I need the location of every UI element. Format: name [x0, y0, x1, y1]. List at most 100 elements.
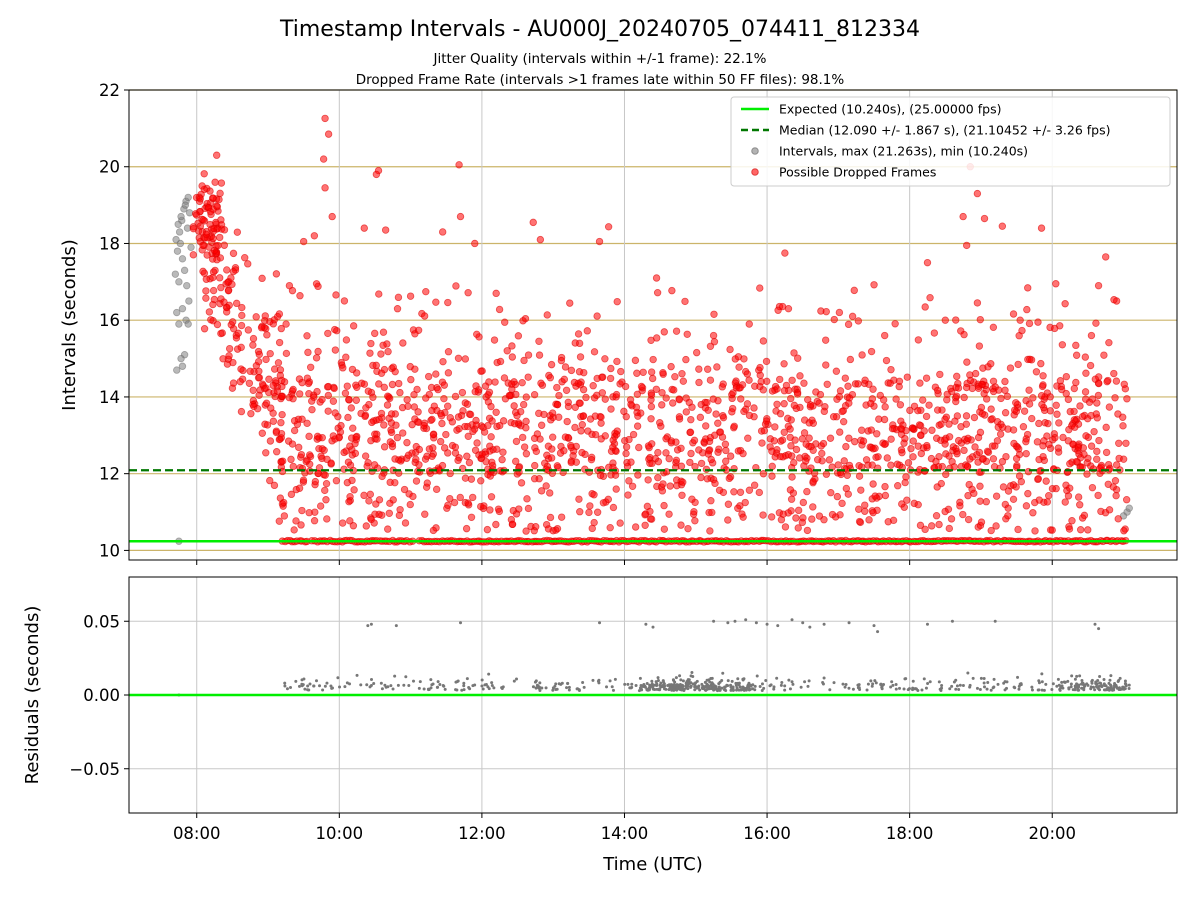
legend-intervals-label: Intervals, max (21.263s), min (10.240s) — [779, 144, 1028, 159]
residual-point — [596, 679, 600, 683]
residual-point — [1040, 680, 1044, 684]
dropped-frame-point — [282, 349, 291, 358]
residual-point — [1115, 686, 1119, 690]
dropped-frame-point — [263, 421, 272, 429]
dropped-frame-point — [1001, 386, 1009, 394]
dropped-frame-point — [759, 386, 767, 394]
dropped-frame-point — [909, 453, 917, 461]
interval-point — [180, 266, 189, 275]
dropped-frame-point — [677, 521, 685, 529]
dropped-frame-point — [861, 501, 869, 509]
residual-point — [735, 681, 739, 685]
dropped-frame-point — [647, 415, 655, 423]
dropped-frame-point — [660, 501, 668, 510]
residual-point — [630, 682, 634, 686]
residual-point — [726, 684, 730, 688]
dropped-frame-point — [1081, 353, 1090, 361]
residual-point — [531, 685, 535, 689]
dropped-frame-point — [786, 425, 794, 433]
dropped-frame-point — [498, 455, 506, 464]
dropped-frame-point — [1114, 515, 1122, 523]
interval-point — [173, 366, 181, 374]
dropped-frame-point — [587, 455, 596, 464]
dropped-frame-point — [299, 237, 308, 246]
dropped-frame-point — [290, 426, 299, 435]
dropped-frame-point — [255, 373, 264, 382]
residual-point — [741, 685, 745, 689]
dropped-frame-point — [200, 269, 209, 277]
residual-point — [1055, 684, 1059, 688]
residual-point — [623, 682, 627, 686]
dropped-frame-point — [321, 486, 329, 495]
dropped-frame-point — [988, 415, 996, 423]
dropped-frame-point — [959, 510, 967, 519]
dropped-frame-point — [1043, 498, 1052, 506]
dropped-frame-point — [209, 194, 217, 202]
dropped-frame-point — [552, 526, 560, 534]
residual-point — [873, 679, 877, 683]
residual-point — [1102, 677, 1106, 681]
dropped-frame-point — [805, 419, 813, 427]
dropped-frame-point — [820, 516, 828, 524]
dropped-frame-point — [299, 476, 308, 484]
dropped-frame-point — [835, 308, 844, 317]
dropped-frame-point — [303, 332, 311, 340]
dropped-frame-point — [346, 517, 354, 525]
dropped-frame-point — [305, 451, 314, 459]
dropped-frame-point — [450, 498, 459, 507]
legend-dropped-swatch — [751, 168, 759, 176]
dropped-frame-point — [329, 432, 338, 440]
dropped-frame-point — [232, 299, 241, 308]
residual-point — [1109, 674, 1113, 678]
dropped-frame-point — [464, 289, 472, 297]
dropped-frame-point — [328, 212, 336, 221]
dropped-frame-point — [225, 301, 233, 309]
residual-point — [481, 687, 485, 691]
dropped-frame-point — [933, 406, 942, 414]
dropped-frame-point — [477, 477, 485, 485]
residuals-x-tick-label: 10:00 — [316, 824, 364, 843]
residual-point — [754, 621, 758, 625]
residual-point — [1060, 680, 1064, 684]
dropped-frame-point — [618, 378, 626, 386]
dropped-frame-point — [622, 443, 631, 451]
residual-point — [661, 684, 665, 688]
dropped-frame-point — [287, 455, 295, 464]
residual-point — [407, 684, 411, 688]
dropped-frame-point — [484, 421, 492, 430]
residual-point — [582, 685, 586, 689]
residual-point — [611, 688, 615, 692]
residual-point — [366, 624, 370, 628]
residuals-x-tick-label: 08:00 — [173, 824, 221, 843]
residual-point — [897, 686, 901, 690]
dropped-frame-point — [649, 355, 657, 364]
dropped-frame-point — [511, 408, 520, 417]
dropped-frame-point — [297, 521, 305, 529]
dropped-frame-point — [346, 442, 354, 450]
dropped-frame-point — [1006, 364, 1015, 372]
dropped-frame-point — [306, 363, 315, 371]
residual-point — [656, 678, 660, 682]
dropped-frame-point — [962, 241, 971, 250]
residual-point — [911, 679, 915, 683]
residual-point — [689, 685, 693, 689]
dropped-frame-point — [898, 500, 906, 508]
residual-point — [1121, 685, 1125, 689]
dropped-frame-point — [682, 408, 690, 416]
residual-point — [765, 622, 769, 626]
dropped-frame-point — [207, 316, 215, 324]
dropped-frame-point — [514, 332, 523, 340]
dropped-frame-point — [428, 406, 436, 415]
residuals-x-tick-label: 14:00 — [601, 824, 649, 843]
dropped-frame-point — [989, 455, 998, 463]
residual-point — [693, 688, 697, 692]
dropped-frame-point — [855, 472, 864, 480]
dropped-frame-point — [1066, 460, 1074, 468]
residual-point — [894, 687, 898, 691]
dropped-frame-point — [411, 365, 419, 373]
residual-point — [391, 687, 395, 691]
residual-point — [306, 688, 310, 692]
dropped-frame-point — [1061, 498, 1069, 506]
dropped-frame-point — [937, 479, 945, 488]
dropped-frame-point — [570, 378, 579, 387]
